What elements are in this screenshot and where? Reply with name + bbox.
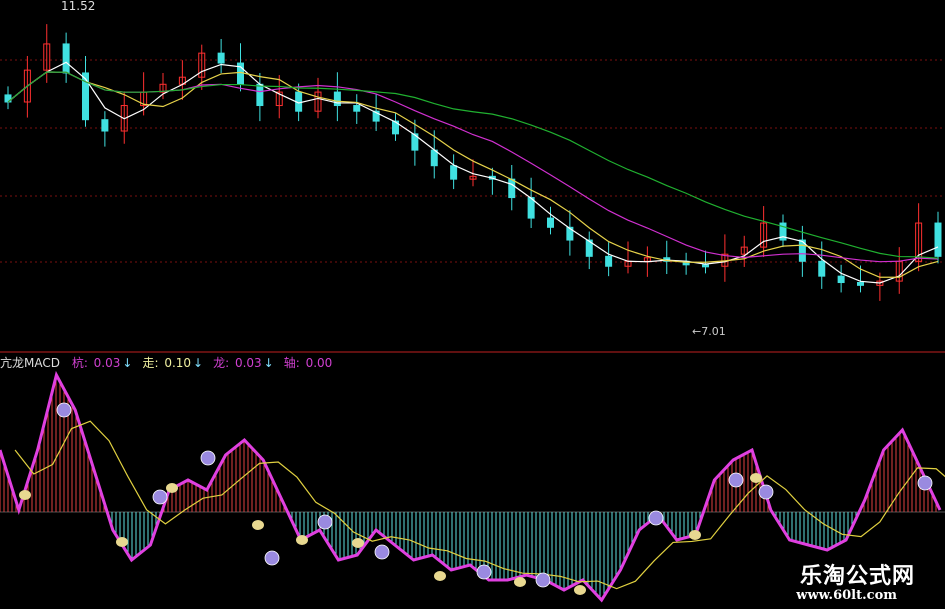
sad-face-icon <box>56 402 72 418</box>
sad-face-icon <box>648 510 664 526</box>
candle-down <box>450 165 458 180</box>
readout-label: 龙: <box>213 356 233 370</box>
candle-down <box>333 91 341 107</box>
readout-label: 杭: <box>71 356 92 370</box>
readout-value: 0.00 <box>305 356 333 370</box>
candle-up <box>198 52 206 78</box>
readout-value: 0.10 <box>164 356 192 370</box>
candle-down <box>101 119 109 132</box>
readout-label: 轴: <box>283 356 304 370</box>
candle-down <box>353 105 361 112</box>
macd-line <box>0 370 942 603</box>
money-bag-icon <box>750 473 762 483</box>
candle-down <box>798 239 806 262</box>
money-bag-icon <box>434 571 446 581</box>
sad-face-icon <box>264 550 280 566</box>
readout-3: 轴: 0.00 <box>284 356 335 370</box>
macd-legend: 亢龙MACD 杭: 0.03 ↓ 走: 0.10 ↓ 龙: 0.03 ↓ 轴: 0.00 <box>0 354 338 371</box>
sad-face-icon <box>758 484 774 500</box>
candle-down <box>566 226 574 241</box>
money-bag-icon <box>19 490 31 500</box>
watermark-url: www.60lt.com <box>796 588 897 603</box>
money-bag-icon <box>574 585 586 595</box>
sad-face-icon <box>200 450 216 466</box>
candle-down <box>392 120 399 135</box>
candle-down <box>62 43 70 74</box>
candle-down <box>818 260 826 277</box>
candle-down <box>547 217 554 228</box>
money-bag-icon <box>116 537 128 547</box>
moving-average-3 <box>7 61 939 284</box>
readout-0: 杭: 0.03 ↓ <box>72 356 135 370</box>
readout-value: 0.03 <box>234 356 262 370</box>
sad-face-icon <box>374 544 390 560</box>
money-bag-icon <box>352 538 364 548</box>
money-bag-icon <box>166 483 178 493</box>
candle-up <box>43 43 51 71</box>
money-bag-icon <box>296 535 308 545</box>
candle-down <box>372 110 380 122</box>
readout-label: 走: <box>142 356 163 370</box>
candle-up <box>740 246 748 255</box>
candle-down <box>837 275 845 284</box>
candle-down <box>217 52 225 64</box>
candle-down <box>605 255 613 267</box>
money-bag-icon <box>689 530 701 540</box>
candle-up <box>275 91 283 107</box>
candle-up <box>915 222 923 262</box>
candle-down <box>256 83 264 107</box>
moving-average-20 <box>7 71 939 259</box>
money-bag-icon <box>252 520 264 530</box>
sad-face-icon <box>917 475 933 491</box>
candle-down <box>82 72 89 121</box>
candle-up <box>120 105 128 132</box>
min-price-label: ←7.01 <box>692 325 726 338</box>
down-arrow-icon: ↓ <box>122 356 133 370</box>
watermark-logo: 乐淘公式网 <box>799 564 915 589</box>
max-price-label: 11.52 <box>60 0 97 13</box>
readout-1: 走: 0.10 ↓ <box>142 356 205 370</box>
candle-down <box>430 149 438 167</box>
candle-down <box>411 133 419 151</box>
sad-face-icon <box>152 489 168 505</box>
candle-down <box>702 264 709 268</box>
candle-up <box>469 175 477 180</box>
sad-face-icon <box>728 472 744 488</box>
sad-face-icon <box>476 564 492 580</box>
candle-up <box>159 83 167 93</box>
readout-value: 0.03 <box>93 356 121 370</box>
candle-down <box>779 222 787 241</box>
candle-up <box>314 91 322 112</box>
candle-down <box>934 222 942 257</box>
candle-up <box>23 69 31 103</box>
candle-down <box>585 239 593 257</box>
readout-2: 龙: 0.03 ↓ <box>213 356 276 370</box>
candle-down <box>857 282 864 286</box>
indicator-name: 亢龙MACD <box>0 356 60 370</box>
sad-face-icon <box>535 572 551 588</box>
down-arrow-icon: ↓ <box>263 356 274 370</box>
down-arrow-icon: ↓ <box>193 356 204 370</box>
candle-down <box>508 178 516 199</box>
money-bag-icon <box>514 577 526 587</box>
moving-average-5 <box>7 71 939 278</box>
sad-face-icon <box>317 514 333 530</box>
candle-up <box>760 222 768 248</box>
signal-line <box>14 420 945 590</box>
